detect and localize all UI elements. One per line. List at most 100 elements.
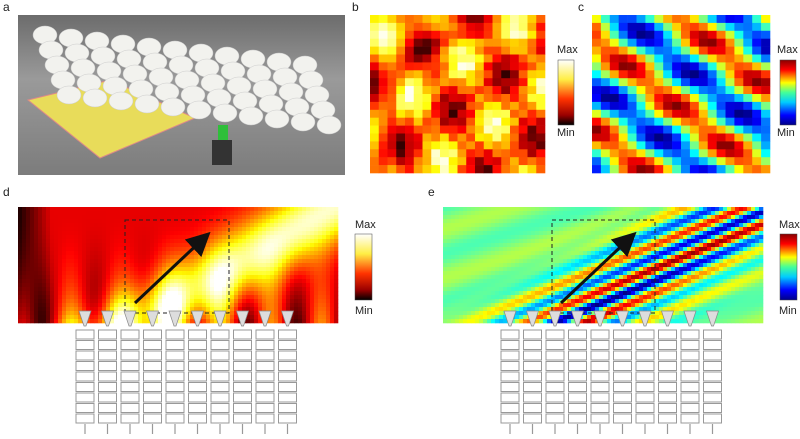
pixel	[190, 219, 195, 224]
colorbar-max: Max	[557, 44, 578, 56]
pixel	[539, 227, 544, 232]
pixel	[278, 227, 283, 232]
pixel	[515, 247, 520, 252]
pixel	[238, 295, 243, 300]
pixel	[579, 263, 584, 268]
unit-cell	[255, 350, 275, 361]
pixel	[679, 243, 684, 248]
pixel	[118, 231, 123, 236]
pixel	[326, 271, 331, 276]
pixel	[138, 215, 143, 220]
pixel	[102, 299, 107, 304]
pixel	[146, 295, 151, 300]
pixel	[627, 231, 632, 236]
pixel	[66, 307, 71, 312]
pixel	[451, 291, 456, 296]
cell	[627, 94, 637, 103]
horn	[168, 310, 182, 327]
pixel	[755, 235, 760, 240]
pixel	[30, 239, 35, 244]
pixel	[82, 227, 87, 232]
pixel	[150, 211, 155, 216]
pixel	[599, 255, 604, 260]
pixel	[495, 247, 500, 252]
pixel	[266, 227, 271, 232]
cell	[752, 133, 762, 142]
pixel	[535, 227, 540, 232]
pixel	[242, 287, 247, 292]
pixel	[467, 275, 472, 280]
cell	[378, 46, 388, 55]
pixel	[479, 211, 484, 216]
pixel	[326, 315, 331, 320]
pixel	[26, 263, 31, 268]
pixel	[687, 235, 692, 240]
cell	[475, 70, 485, 79]
pixel	[294, 291, 299, 296]
pixel	[34, 263, 39, 268]
pixel	[278, 251, 283, 256]
pixel	[294, 247, 299, 252]
pixel	[138, 283, 143, 288]
pixel	[511, 279, 516, 284]
pixel	[643, 231, 648, 236]
pixel	[447, 231, 452, 236]
pixel	[302, 251, 307, 256]
pixel	[198, 251, 203, 256]
pixel	[607, 219, 612, 224]
cell	[431, 125, 441, 134]
pixel	[615, 207, 620, 212]
pixel	[551, 255, 556, 260]
pixel	[258, 255, 263, 260]
pixel	[459, 287, 464, 292]
pixel	[130, 279, 135, 284]
cell	[609, 141, 619, 150]
pixel	[138, 311, 143, 316]
pixel	[330, 247, 335, 252]
cell	[431, 38, 441, 47]
pixel	[679, 259, 684, 264]
pixel	[527, 251, 532, 256]
pixel	[507, 279, 512, 284]
pixel	[90, 283, 95, 288]
pixel	[246, 211, 251, 216]
pixel	[258, 287, 263, 292]
pixel	[575, 251, 580, 256]
pixel	[715, 271, 720, 276]
unit-cell	[188, 392, 207, 403]
cell	[387, 46, 397, 55]
pixel	[302, 211, 307, 216]
cell	[387, 117, 397, 126]
pixel	[459, 291, 464, 296]
pixel	[42, 255, 47, 260]
pixel	[186, 283, 191, 288]
pixel	[743, 243, 748, 248]
cell	[618, 117, 628, 126]
cell	[663, 22, 673, 32]
pixel	[627, 275, 632, 280]
pixel	[194, 279, 199, 284]
pixel	[318, 219, 323, 224]
pixel	[719, 231, 724, 236]
pixel	[190, 263, 195, 268]
pixel	[543, 231, 548, 236]
pixel	[158, 207, 163, 212]
cell	[457, 149, 467, 158]
pixel	[519, 231, 524, 236]
pixel	[286, 247, 291, 252]
pixel	[583, 259, 588, 264]
pixel	[306, 283, 311, 288]
cell	[609, 78, 619, 87]
pixel	[603, 247, 608, 252]
pixel	[190, 299, 195, 304]
pixel	[186, 223, 191, 228]
cell	[672, 62, 682, 71]
pixel	[146, 251, 151, 256]
cell	[707, 117, 717, 126]
pixel	[607, 275, 612, 280]
pixel	[218, 275, 223, 280]
pixel	[543, 227, 548, 232]
pixel	[306, 271, 311, 276]
pixel	[238, 263, 243, 268]
pixel	[110, 235, 115, 240]
